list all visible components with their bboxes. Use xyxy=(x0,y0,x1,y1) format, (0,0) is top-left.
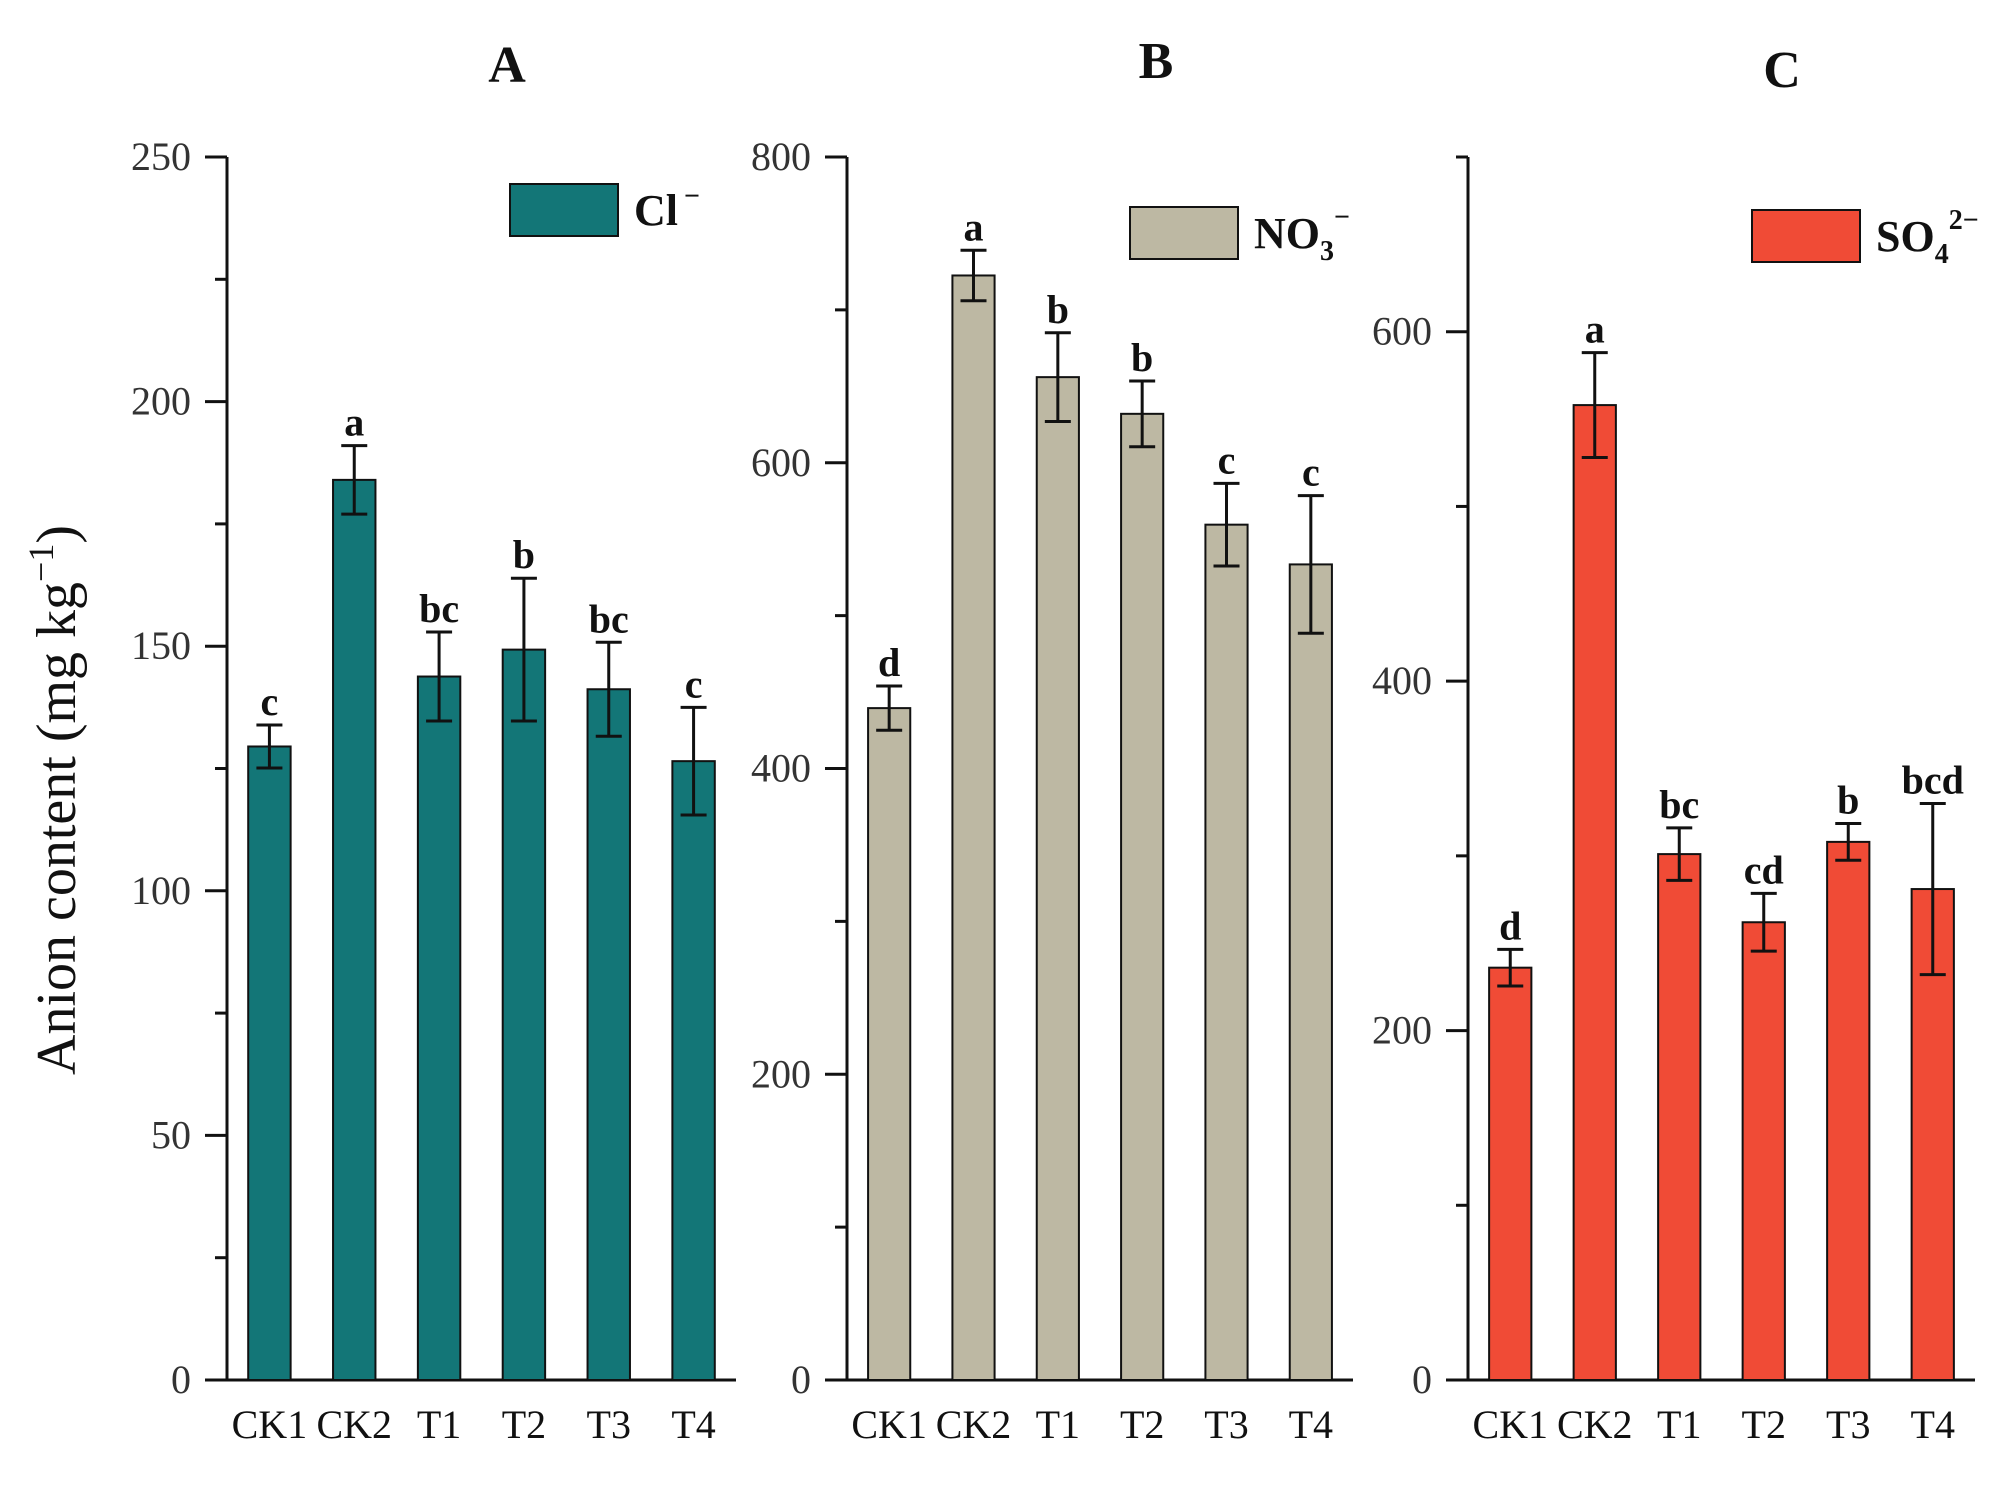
x-tick-label: CK1 xyxy=(232,1402,308,1447)
bar-t1 xyxy=(1657,853,1702,1381)
bar-t2 xyxy=(1741,921,1786,1382)
y-tick-label: 150 xyxy=(131,623,191,668)
legend-label: Cl − xyxy=(634,181,700,235)
x-tick-label: CK2 xyxy=(1557,1402,1633,1447)
bar-ck2 xyxy=(1572,404,1617,1381)
y-axis-title-prefix: Anion content (mg kg xyxy=(26,582,88,1075)
y-tick-label: 100 xyxy=(131,868,191,913)
significance-label: c xyxy=(261,679,279,724)
y-tick-label: 800 xyxy=(751,134,811,179)
y-tick-label: 600 xyxy=(1372,309,1432,354)
x-tick-label: CK1 xyxy=(851,1402,927,1447)
x-tick-label: T1 xyxy=(1657,1402,1701,1447)
x-tick-label: CK1 xyxy=(1472,1402,1548,1447)
y-axis-title-superscript: −1 xyxy=(21,544,61,582)
bar-ck1 xyxy=(1488,966,1533,1381)
panels: A050100150200250cCK1aCK2bcT1bT2bcT3cT4Cl… xyxy=(131,33,1979,1447)
x-tick-label: CK2 xyxy=(316,1402,392,1447)
bar-t4 xyxy=(1288,563,1333,1381)
y-tick-label: 50 xyxy=(151,1112,191,1157)
panel-title: B xyxy=(1139,33,1174,90)
significance-label: b xyxy=(513,532,535,577)
legend-label: SO42− xyxy=(1876,205,1979,270)
x-tick-label: CK2 xyxy=(936,1402,1012,1447)
bar-ck1 xyxy=(247,745,292,1381)
legend-swatch xyxy=(1129,206,1239,260)
y-tick-label: 250 xyxy=(131,134,191,179)
significance-label: c xyxy=(685,661,703,706)
x-tick-label: T1 xyxy=(417,1402,461,1447)
significance-label: c xyxy=(1302,450,1320,495)
legend-swatch xyxy=(1751,209,1861,263)
legend: SO42− xyxy=(1751,205,1979,270)
y-tick-label: 400 xyxy=(1372,658,1432,703)
significance-label: b xyxy=(1837,778,1859,823)
significance-label: bc xyxy=(1659,782,1699,827)
bar-t2 xyxy=(1120,412,1165,1381)
bar-ck2 xyxy=(332,478,377,1381)
bar-t3 xyxy=(586,688,631,1381)
bar-t3 xyxy=(1204,523,1249,1381)
significance-label: d xyxy=(1499,903,1521,948)
panel-a: A 0 50 100 150 200 250 c CK1 a CK2 bc T1 b T2 bc T3 c T4 Cl… xyxy=(131,37,736,1447)
x-tick-label: T2 xyxy=(1742,1402,1786,1447)
y-tick-label: 600 xyxy=(751,440,811,485)
y-tick-label: 200 xyxy=(131,379,191,424)
bar-ck2 xyxy=(951,274,996,1381)
bar-t1 xyxy=(416,675,462,1381)
y-tick-label: 200 xyxy=(1372,1008,1432,1053)
significance-label: cd xyxy=(1744,847,1784,892)
y-tick-label: 0 xyxy=(1412,1357,1432,1402)
bar-ck1 xyxy=(867,707,912,1381)
panel-b: B 0 200 400 600 800 d CK1 a CK2 b T1 b T2 c T3 c T4 NO3− xyxy=(751,33,1353,1447)
y-tick-label: 400 xyxy=(751,746,811,791)
legend: NO3− xyxy=(1129,202,1350,267)
significance-label: bc xyxy=(589,596,629,641)
significance-label: bc xyxy=(419,586,459,631)
bar-t3 xyxy=(1826,840,1871,1381)
significance-label: b xyxy=(1047,287,1069,332)
bar-t2 xyxy=(501,648,547,1381)
significance-label: a xyxy=(344,400,364,445)
bar-t4 xyxy=(671,760,716,1381)
y-axis-title: Anion content (mg kg−1) xyxy=(21,525,88,1075)
x-tick-label: T3 xyxy=(1826,1402,1870,1447)
significance-label: a xyxy=(1585,307,1605,352)
y-tick-label: 0 xyxy=(171,1357,191,1402)
panel-title: A xyxy=(488,37,526,94)
x-tick-label: T1 xyxy=(1036,1402,1080,1447)
legend: Cl − xyxy=(509,181,700,237)
significance-label: a xyxy=(964,204,984,249)
bar-t1 xyxy=(1035,376,1080,1381)
significance-label: b xyxy=(1131,335,1153,380)
x-tick-label: T3 xyxy=(1204,1402,1248,1447)
significance-label: bcd xyxy=(1902,757,1964,802)
panel-c: C 0 200 400 600 d CK1 a CK2 bc T1 cd T2 b T3 bcd T4 SO42− xyxy=(1372,42,1979,1447)
x-tick-label: T4 xyxy=(1911,1402,1955,1447)
x-tick-label: T3 xyxy=(587,1402,631,1447)
y-axis-title-suffix: ) xyxy=(26,525,88,544)
y-tick-label: 0 xyxy=(791,1357,811,1402)
x-tick-label: T2 xyxy=(1120,1402,1164,1447)
x-tick-label: T4 xyxy=(671,1402,715,1447)
y-tick-label: 200 xyxy=(751,1051,811,1096)
x-tick-label: T2 xyxy=(502,1402,546,1447)
panel-title: C xyxy=(1763,42,1801,99)
legend-swatch xyxy=(509,183,619,237)
significance-label: d xyxy=(878,640,900,685)
significance-label: c xyxy=(1218,437,1236,482)
legend-label: NO3− xyxy=(1254,202,1350,267)
x-tick-label: T4 xyxy=(1289,1402,1333,1447)
